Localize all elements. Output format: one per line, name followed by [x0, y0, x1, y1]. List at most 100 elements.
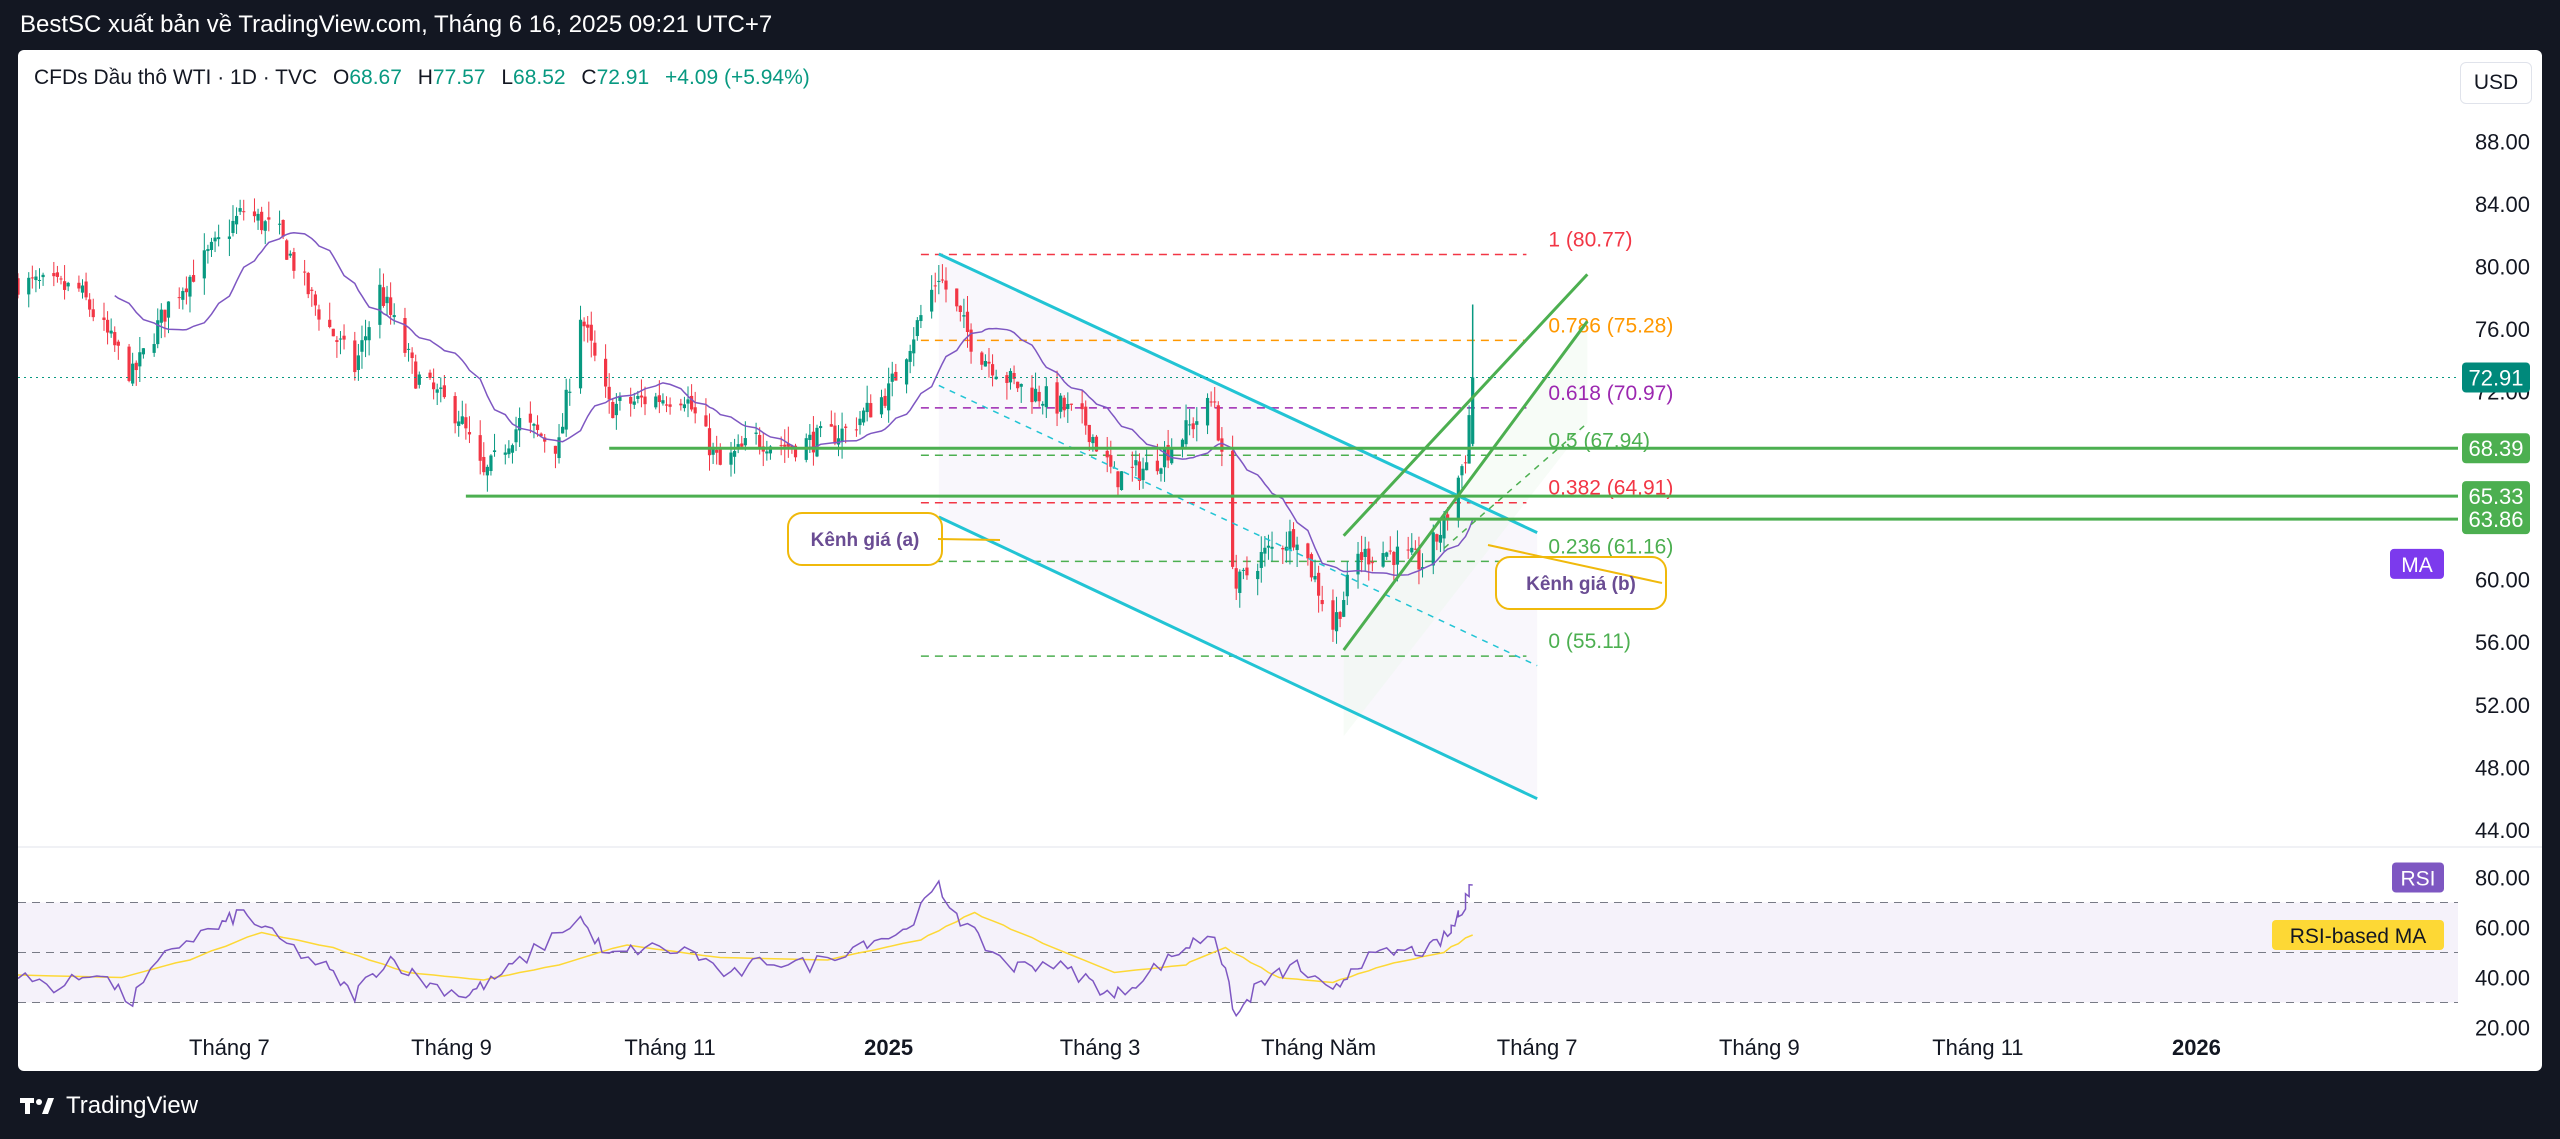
candle-body [485, 466, 489, 476]
candle-body [256, 213, 260, 221]
price-axis-tick: 88.00 [2475, 129, 2530, 154]
candle-body [732, 451, 737, 457]
candle-body [1170, 449, 1174, 464]
candle-body [808, 434, 812, 440]
candle-body [614, 403, 618, 416]
chart-panel[interactable]: 88.0084.0080.0076.0072.0068.0064.0060.00… [18, 50, 2542, 1071]
candle-body [980, 352, 984, 365]
candle-body [417, 374, 421, 385]
candle-body [156, 320, 160, 345]
rsi-ma-tag-bg [2272, 920, 2444, 950]
symbol-title[interactable]: CFDs Dầu thô WTI · 1D · TVC [34, 66, 318, 89]
candle-body [664, 404, 669, 406]
candle-body [80, 285, 85, 293]
candle-body [1166, 444, 1170, 461]
candle-body [758, 434, 762, 448]
candle-body [1141, 468, 1145, 481]
candle-body [1281, 547, 1285, 550]
candle-body [1392, 551, 1396, 566]
candle-body [510, 445, 515, 453]
candle-body [263, 221, 267, 231]
candle-body [385, 296, 389, 304]
candle-body [765, 451, 769, 454]
candle-body [1256, 570, 1260, 580]
candle-body [1130, 466, 1134, 468]
candle-body [811, 431, 816, 453]
change-value: +4.09 (+5.94%) [665, 66, 810, 89]
candle-body [41, 274, 45, 278]
candle-body [1012, 373, 1016, 379]
candle-body [654, 396, 658, 408]
candle-body [1105, 450, 1109, 458]
candle-body [281, 219, 285, 237]
candle-body [1069, 403, 1073, 405]
publisher-line: BestSC xuất bản về TradingView.com, Thán… [20, 11, 773, 38]
symbol-legend[interactable]: CFDs Dầu thô WTI · 1D · TVC O68.67 H77.5… [34, 66, 810, 90]
rsi-axis-tick: 80.00 [2475, 866, 2530, 891]
rsi-ma-tag-label: RSI-based MA [2290, 925, 2427, 948]
candle-body [1094, 436, 1099, 452]
candle-body [288, 253, 292, 256]
time-axis-tick: Tháng 11 [624, 1035, 715, 1060]
candle-body [184, 288, 188, 293]
price-axis-tick: 52.00 [2475, 693, 2530, 718]
candle-body [84, 281, 88, 298]
candle-body [869, 403, 873, 418]
candle-body [632, 401, 636, 405]
time-axis-tick: Tháng 9 [411, 1035, 492, 1060]
candle-body [177, 297, 181, 299]
time-axis-tick: Tháng Năm [1261, 1035, 1376, 1060]
currency-button[interactable]: USD [2460, 62, 2532, 104]
candle-body [306, 272, 310, 295]
candle-body [1091, 436, 1095, 444]
price-chart[interactable]: 88.0084.0080.0076.0072.0068.0064.0060.00… [18, 50, 2542, 1071]
close-value: 72.91 [596, 66, 650, 89]
candle-body [213, 237, 217, 242]
candle-body [141, 348, 146, 355]
candle-body [965, 311, 970, 333]
candle-body [1044, 386, 1048, 408]
candle-body [152, 344, 156, 353]
candle-body [1456, 477, 1460, 521]
candle-body [1471, 377, 1475, 444]
candle-body [360, 340, 364, 352]
candle-body [1019, 383, 1023, 387]
rsi-tag-label: RSI [2400, 868, 2435, 891]
price-axis-tick: 60.00 [2475, 568, 2530, 593]
candle-body [277, 223, 282, 225]
candle-body [840, 428, 844, 442]
time-axis-tick: Tháng 7 [1497, 1035, 1578, 1060]
candle-body [707, 428, 712, 456]
candle-body [292, 252, 296, 271]
candle-body [729, 452, 733, 465]
candle-body [557, 437, 561, 459]
candle-body [127, 346, 131, 381]
candle-body [238, 208, 242, 212]
candle-body [1030, 387, 1034, 403]
candle-body [478, 435, 482, 461]
candle-body [1317, 572, 1321, 596]
candle-body [1406, 549, 1410, 551]
annotation-pointer [1487, 544, 1663, 584]
candle-body [1213, 401, 1217, 403]
low-label: L [501, 66, 514, 89]
candle-body [442, 385, 446, 398]
annotation-text: Kênh giá (a) [811, 530, 920, 551]
footer: TradingView [20, 1084, 198, 1128]
candle-body [887, 383, 891, 411]
candle-body [1467, 415, 1471, 464]
candle-body [686, 399, 690, 404]
price-tag-bg [2462, 504, 2530, 535]
candle-body [883, 395, 887, 406]
candle-body [1037, 391, 1041, 402]
candle-body [1205, 397, 1210, 426]
candle-body [410, 352, 414, 359]
annotation-channel-b: Kênh giá (b) [1487, 544, 1667, 610]
candle-body [1241, 569, 1245, 571]
candle-body [1080, 403, 1084, 410]
candle-body [793, 445, 798, 458]
candle-body [1266, 545, 1271, 548]
candle-body [1360, 552, 1364, 560]
candle-body [138, 352, 142, 367]
candle-body [1295, 544, 1299, 551]
